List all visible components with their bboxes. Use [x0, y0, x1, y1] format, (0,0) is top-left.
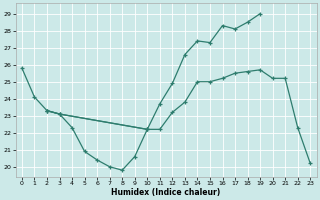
- X-axis label: Humidex (Indice chaleur): Humidex (Indice chaleur): [111, 188, 221, 197]
